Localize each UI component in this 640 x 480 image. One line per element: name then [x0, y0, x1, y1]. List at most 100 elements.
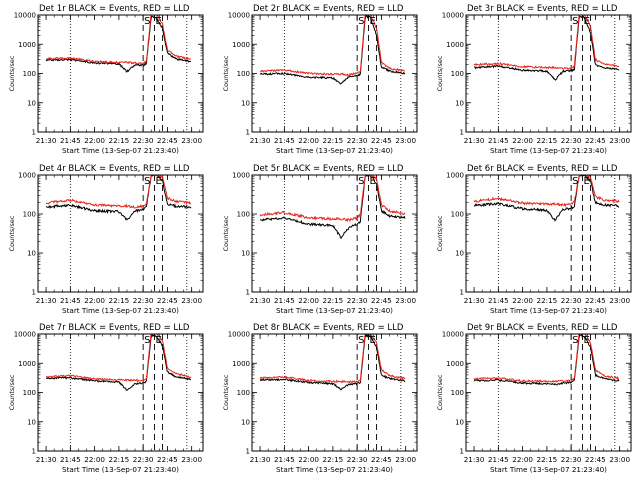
y-axis-label: Counts/sec: [436, 215, 444, 251]
series-line-events: [259, 334, 406, 391]
x-tick-label: 21:30: [250, 296, 271, 305]
x-tick-label: 21:30: [464, 455, 485, 464]
y-tick-label: 1000: [446, 172, 464, 180]
series-line-events: [259, 15, 406, 85]
y-tick-label: 100: [23, 70, 36, 78]
y-tick-label: 10: [27, 99, 36, 107]
chart-panel-7: Det 7r BLACK = Events, RED = LLD 1 10 100 10…: [8, 323, 204, 474]
x-tick-label: 22:45: [371, 296, 392, 305]
x-tick-label: 21:45: [274, 455, 295, 464]
x-axis-label: Start Time (13-Sep-07 21:23:40): [490, 465, 607, 474]
y-tick-label: 100: [237, 211, 250, 219]
y-tick-label: 1000: [446, 360, 464, 368]
chart-panel-2: Det 2r BLACK = Events, RED = LLD 1 10 100 10…: [222, 4, 418, 155]
chart-panel-6: Det 6r BLACK = Events, RED = LLD 1 10 100 10…: [436, 164, 632, 315]
y-tick-label: 10: [27, 250, 36, 258]
series-line-events: [259, 175, 406, 240]
x-tick-label: 21:45: [60, 136, 81, 145]
chart-panel-9: Det 9r BLACK = Events, RED = LLD 1 10 100 10…: [436, 323, 632, 474]
y-tick-label: 1: [460, 289, 464, 297]
chart-title: Det 7r BLACK = Events, RED = LLD: [39, 323, 190, 333]
x-tick-label: 22:00: [512, 455, 533, 464]
x-axis-label: Start Time (13-Sep-07 21:23:40): [62, 146, 179, 155]
y-axis-label: Counts/sec: [8, 215, 16, 251]
x-tick-label: 22:15: [323, 136, 344, 145]
x-tick-label: 22:15: [109, 455, 130, 464]
y-axis-label: Counts/sec: [222, 215, 230, 251]
s-marker: S: [144, 335, 150, 346]
y-tick-label: 10000: [14, 331, 36, 339]
series-line-lld: [473, 15, 620, 70]
y-tick-label: 100: [237, 70, 250, 78]
y-tick-label: 100: [451, 389, 464, 397]
plot-frame: [251, 333, 418, 452]
x-tick-label: 22:00: [84, 455, 105, 464]
x-tick-label: 21:30: [36, 296, 57, 305]
series-line-events: [45, 175, 192, 221]
s-marker: S: [358, 335, 364, 346]
x-tick-label: 22:30: [347, 136, 368, 145]
x-tick-label: 22:00: [84, 136, 105, 145]
s-marker: S: [572, 335, 578, 346]
chart-title: Det 1r BLACK = Events, RED = LLD: [39, 4, 190, 14]
y-tick-label: 1000: [232, 172, 250, 180]
x-tick-label: 22:45: [585, 296, 606, 305]
series-line-lld: [260, 15, 405, 77]
y-tick-label: 1: [460, 448, 464, 456]
x-tick-label: 21:30: [250, 136, 271, 145]
series-line-lld: [45, 15, 192, 66]
chart-title: Det 3r BLACK = Events, RED = LLD: [467, 4, 618, 14]
x-axis-label: Start Time (13-Sep-07 21:23:40): [276, 306, 393, 315]
y-tick-label: 1: [460, 129, 464, 137]
x-tick-label: 22:00: [298, 455, 319, 464]
x-tick-label: 22:30: [561, 296, 582, 305]
y-axis-label: Counts/sec: [222, 55, 230, 91]
y-tick-label: 1000: [18, 41, 36, 49]
y-tick-label: 100: [23, 389, 36, 397]
y-tick-label: 1000: [18, 172, 36, 180]
y-tick-label: 10: [455, 250, 464, 258]
x-tick-label: 21:45: [60, 455, 81, 464]
y-axis-label: Counts/sec: [8, 374, 16, 410]
x-axis-label: Start Time (13-Sep-07 21:23:40): [490, 146, 607, 155]
x-tick-label: 21:45: [488, 136, 509, 145]
x-axis-label: Start Time (13-Sep-07 21:23:40): [62, 306, 179, 315]
y-tick-label: 10: [241, 250, 250, 258]
x-tick-label: 22:45: [157, 296, 178, 305]
y-tick-label: 10000: [228, 12, 250, 20]
chart-title: Det 6r BLACK = Events, RED = LLD: [467, 164, 618, 174]
x-tick-label: 22:45: [371, 136, 392, 145]
x-tick-label: 22:30: [133, 455, 154, 464]
x-tick-label: 21:30: [464, 296, 485, 305]
y-tick-label: 1: [246, 129, 250, 137]
s-marker: S: [572, 176, 578, 187]
x-tick-label: 22:15: [323, 296, 344, 305]
series-line-lld: [45, 175, 192, 209]
s-marker: S: [358, 176, 364, 187]
x-tick-label: 23:00: [609, 136, 630, 145]
y-tick-label: 10000: [442, 331, 464, 339]
x-tick-label: 22:30: [347, 296, 368, 305]
x-tick-label: 22:15: [109, 136, 130, 145]
series-line-lld: [259, 175, 406, 223]
series-line-lld: [259, 334, 406, 384]
y-tick-label: 10: [455, 418, 464, 426]
x-tick-label: 22:00: [512, 296, 533, 305]
chart-panel-5: Det 5r BLACK = Events, RED = LLD 1 10 100 10…: [222, 164, 418, 315]
x-tick-label: 23:00: [395, 136, 416, 145]
x-tick-label: 21:45: [274, 296, 295, 305]
y-tick-label: 1: [32, 448, 36, 456]
e-marker: E: [155, 335, 161, 346]
y-tick-label: 10: [455, 99, 464, 107]
plot-frame: [37, 14, 204, 133]
x-tick-label: 22:00: [512, 136, 533, 145]
x-axis-label: Start Time (13-Sep-07 21:23:40): [62, 465, 179, 474]
chart-panel-1: Det 1r BLACK = Events, RED = LLD 1 10 100 10…: [8, 4, 204, 155]
chart-panel-3: Det 3r BLACK = Events, RED = LLD 1 10 100 10…: [436, 4, 632, 155]
x-tick-label: 21:45: [60, 296, 81, 305]
series-line-lld: [473, 334, 620, 384]
y-axis-label: Counts/sec: [436, 374, 444, 410]
s-marker: S: [144, 16, 150, 27]
chart-title: Det 4r BLACK = Events, RED = LLD: [39, 164, 190, 174]
y-tick-label: 10000: [442, 12, 464, 20]
